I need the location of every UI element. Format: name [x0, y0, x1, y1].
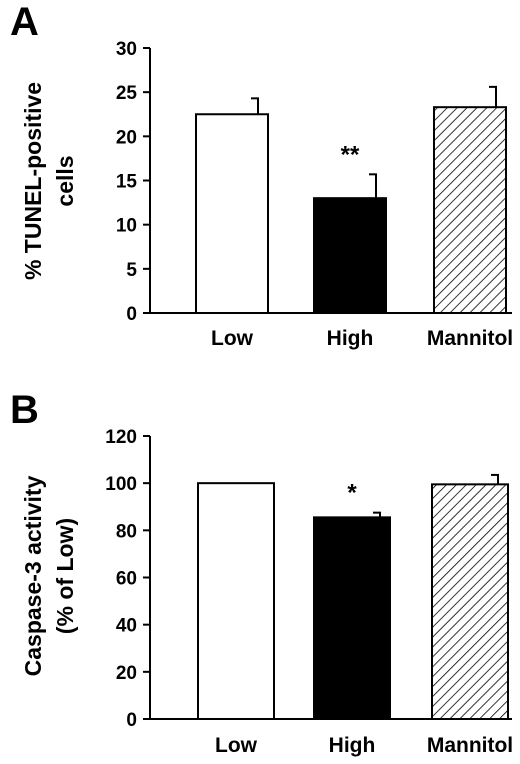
panel-b-bar-low [197, 482, 275, 720]
panel-b-y-tick-label: 100 [105, 474, 137, 495]
panel-a-ylabel-line1: % TUNEL-positive [20, 82, 46, 280]
panel-b-y-tick-label: 40 [116, 616, 137, 637]
panel-b-letter: B [10, 388, 39, 432]
panel-b: B Caspase-3 activity (% of Low) 0 20 40 60 8… [10, 388, 513, 757]
panel-a-bar-low [195, 113, 269, 314]
panel-a-bar-high [313, 197, 387, 315]
panel-a-category-label-mannitol: Mannitol [427, 327, 513, 350]
panel-b-category-label-high: High [329, 734, 376, 757]
panel-a-ylabel-line2: cells [52, 155, 78, 206]
panel-a-y-tick-label: 5 [126, 260, 137, 281]
panel-b-y-tick-label: 20 [116, 663, 137, 684]
panel-a-y-tick-label: 0 [126, 304, 137, 325]
panel-a-y-tick-label: 20 [116, 127, 137, 148]
panel-a-y-tick-label: 10 [116, 216, 137, 237]
panel-a-category-label-high: High [327, 327, 374, 350]
panel-a-letter: A [10, 0, 39, 44]
panel-b-bar-mannitol [431, 483, 509, 720]
panel-b-category-label-mannitol: Mannitol [427, 734, 513, 757]
panel-b-bar-high [313, 516, 391, 720]
panel-a-significance-high: ** [341, 141, 360, 168]
panel-a-y-tick-label: 25 [116, 83, 138, 104]
panel-b-category-label-low: Low [215, 734, 258, 757]
panel-b-ylabel-line2: (% of Low) [52, 518, 78, 634]
panel-b-plot-area: 0 20 40 60 80 100 120 Low * High Mannitol [105, 427, 513, 757]
panel-a-plot-area: 0 5 10 15 20 25 30 Low ** High Mannitol [116, 39, 513, 350]
panel-b-y-tick-label: 80 [116, 521, 137, 542]
panel-a-bar-mannitol [433, 106, 507, 314]
panel-a-y-tick-label: 30 [116, 39, 137, 60]
panel-b-y-tick-label: 60 [116, 569, 137, 590]
panel-b-significance-high: * [347, 480, 357, 507]
panel-a: A % TUNEL-positive cells 0 5 10 15 20 25 30 Low… [10, 0, 513, 350]
panel-b-ylabel-line1: Caspase-3 activity [20, 475, 46, 676]
panel-a-y-tick-label: 15 [116, 172, 138, 193]
panel-a-category-label-low: Low [211, 327, 254, 350]
panel-b-y-tick-label: 120 [105, 427, 137, 448]
panel-b-y-tick-label: 0 [126, 710, 137, 731]
